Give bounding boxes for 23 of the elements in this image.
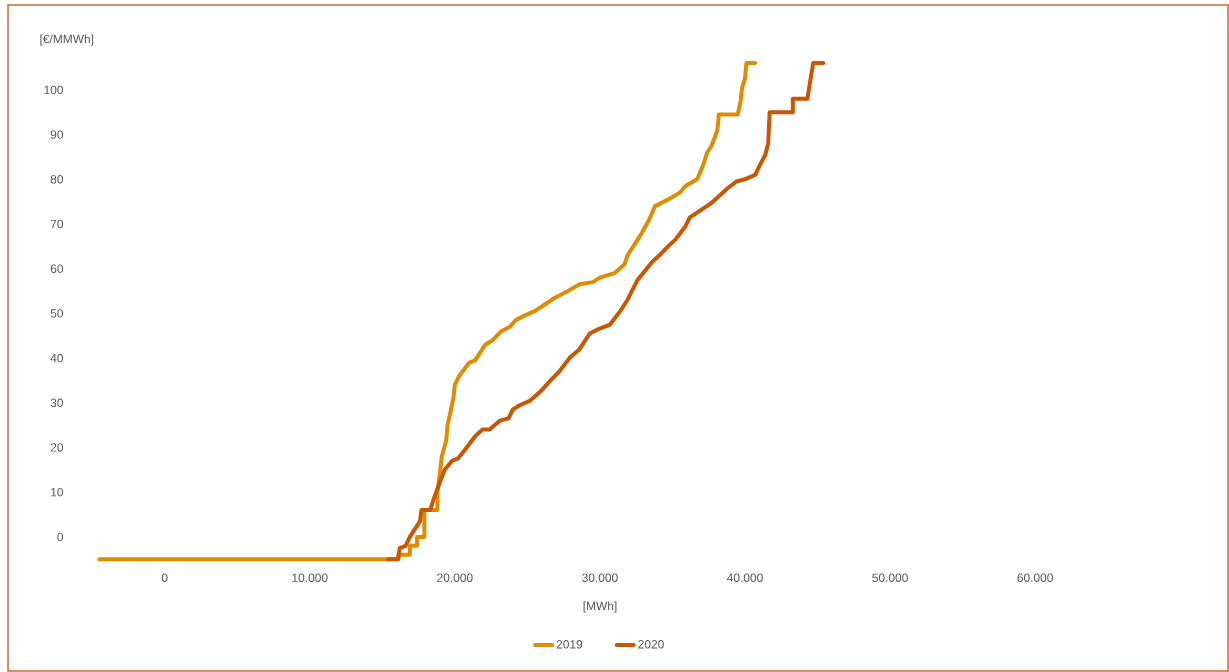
y-tick-label: 30: [50, 398, 64, 408]
legend-label: 2019: [556, 640, 583, 649]
y-tick-label: 60: [50, 264, 64, 273]
legend-label: 2020: [638, 640, 664, 649]
y-tick-label: 10: [51, 487, 64, 497]
y-tick-label: 20: [50, 443, 64, 452]
x-tick-label: 10.000: [292, 573, 328, 582]
x-tick-label: 20.000: [437, 573, 473, 582]
y-tick-label: 80: [50, 175, 64, 184]
x-tick-label: 30.000: [582, 573, 618, 582]
y-tick-label: 90: [50, 130, 64, 139]
y-tick-label: 0: [57, 532, 64, 542]
y-tick-label: 70: [50, 219, 64, 229]
y-tick-label: 50: [50, 309, 64, 318]
x-tick-label: 60.000: [1017, 573, 1053, 582]
line-series: [97, 61, 758, 562]
x-tick-label: 40.000: [726, 573, 763, 582]
x-tick-label: 0: [161, 573, 168, 582]
y-axis-title: [€/MMWh]: [40, 34, 94, 46]
y-tick-label: 100: [44, 85, 64, 95]
y-tick-label: 40: [50, 353, 64, 363]
x-axis-title: [MWh]: [583, 601, 617, 613]
x-tick-label: 50.000: [872, 573, 908, 582]
